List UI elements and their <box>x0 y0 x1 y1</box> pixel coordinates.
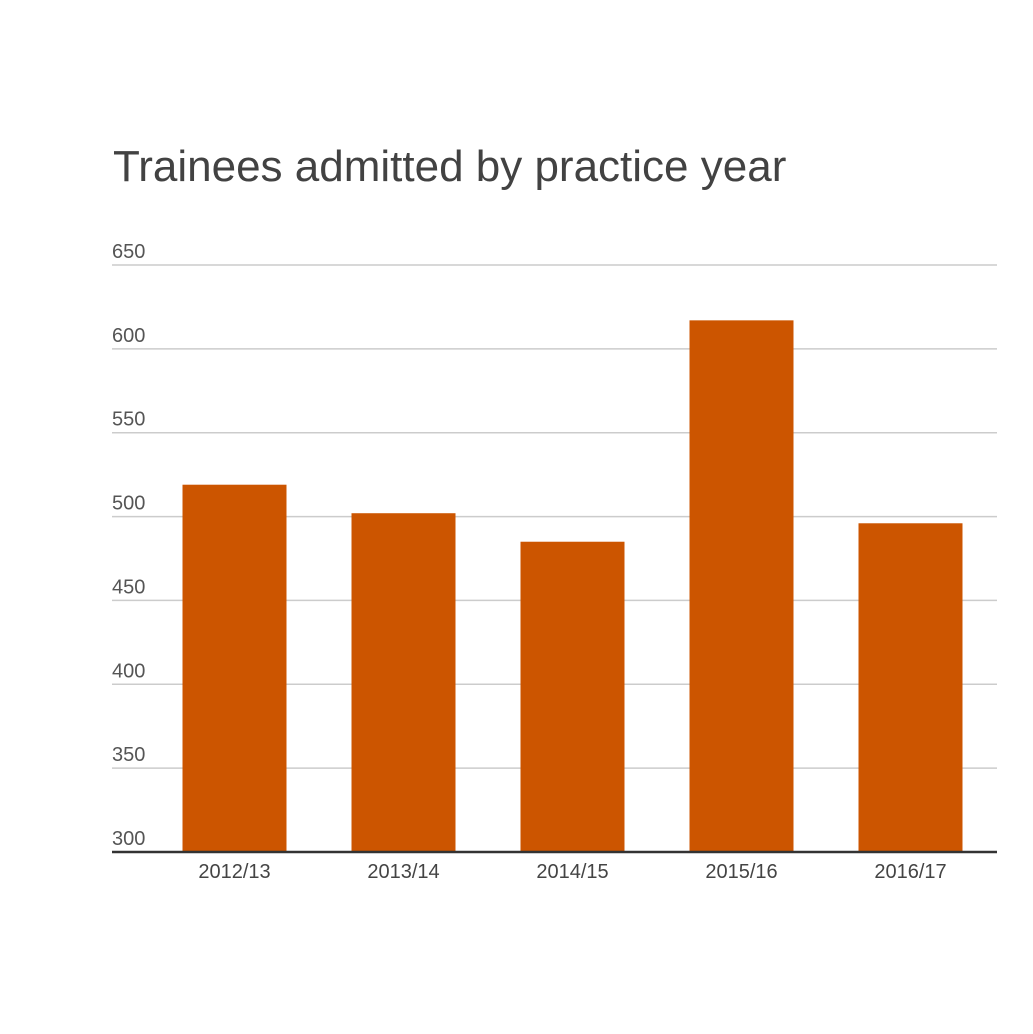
y-tick-label: 450 <box>112 576 145 598</box>
bar <box>858 523 963 852</box>
x-tick-label: 2014/15 <box>536 861 608 883</box>
bar <box>351 513 456 852</box>
y-tick-label: 300 <box>112 828 145 850</box>
x-tick-label: 2016/17 <box>874 861 946 883</box>
chart-title: Trainees admitted by practice year <box>113 142 787 191</box>
bar <box>182 484 287 852</box>
bar <box>689 320 794 852</box>
x-tick-label: 2012/13 <box>198 861 270 883</box>
bar <box>520 541 625 852</box>
y-tick-label: 650 <box>112 241 145 263</box>
y-axis-ticks: 300 350 400 450 500 550 600 650 <box>112 241 145 850</box>
x-tick-label: 2015/16 <box>705 861 777 883</box>
y-tick-label: 350 <box>112 744 145 766</box>
bars <box>182 320 963 852</box>
y-tick-label: 550 <box>112 409 145 431</box>
x-axis-ticks: 2012/13 2013/14 2014/15 2015/16 2016/17 <box>198 861 946 883</box>
y-tick-label: 400 <box>112 660 145 682</box>
y-tick-label: 500 <box>112 493 145 515</box>
y-tick-label: 600 <box>112 325 145 347</box>
x-tick-label: 2013/14 <box>367 861 439 883</box>
